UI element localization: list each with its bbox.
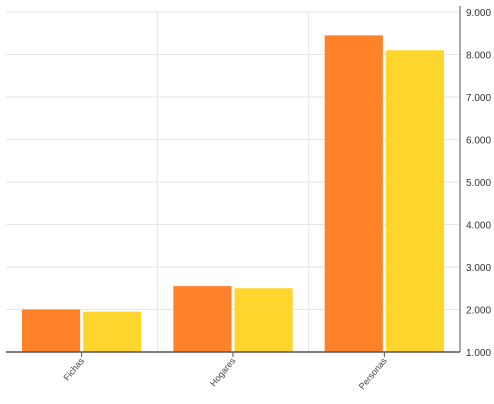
bar-fichas-series-1 xyxy=(22,309,81,352)
axes xyxy=(6,6,461,357)
y-tick-label: 3.000 xyxy=(466,263,491,274)
y-tick-label: 1.000 xyxy=(466,348,491,359)
y-tick-label: 2.000 xyxy=(466,306,491,317)
x-tick-labels: Fichas Hogares Personas xyxy=(61,355,389,391)
bar-fichas-series-2 xyxy=(83,311,142,352)
y-tick-label: 4.000 xyxy=(466,221,491,232)
gridlines xyxy=(6,11,460,352)
y-tick-label: 9.000 xyxy=(466,8,491,19)
y-tick-label: 6.000 xyxy=(466,136,491,147)
bar-hogares-series-1 xyxy=(173,286,232,352)
bar-personas-series-2 xyxy=(385,50,444,352)
bar-hogares-series-2 xyxy=(234,288,293,352)
y-tick-labels: 1.000 2.000 3.000 4.000 5.000 6.000 7.000 8.000… xyxy=(466,8,491,359)
bars-layer xyxy=(22,35,444,352)
y-tick-label: 7.000 xyxy=(466,93,491,104)
x-tick-label: Hogares xyxy=(208,355,238,388)
y-tick-label: 5.000 xyxy=(466,178,491,189)
bar-personas-series-1 xyxy=(324,35,383,352)
x-tick-label: Personas xyxy=(357,355,389,391)
x-tick-label: Fichas xyxy=(61,355,86,382)
y-tick-label: 8.000 xyxy=(466,51,491,62)
